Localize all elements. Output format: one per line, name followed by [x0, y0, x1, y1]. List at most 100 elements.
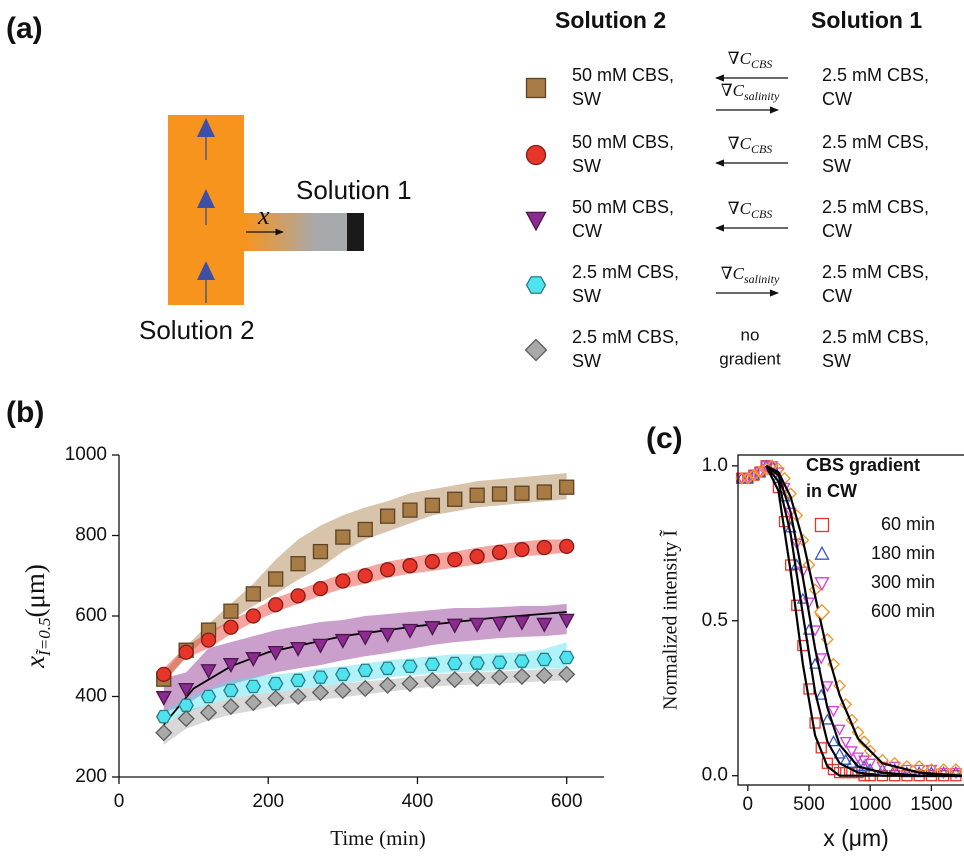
gradient-symbol: ∇CCBS: [728, 49, 773, 71]
channel-end: [347, 213, 364, 251]
legend-marker: [814, 545, 830, 560]
data-point: [827, 763, 840, 776]
data-point: [311, 683, 330, 702]
data-point: [379, 661, 396, 676]
data-point: [491, 655, 508, 670]
solution1-text: 2.5 mM CBS,: [822, 132, 929, 152]
data-point: [536, 484, 552, 500]
data-point: [357, 630, 374, 646]
legend-marker: [814, 517, 830, 533]
panel-label: (c): [646, 422, 683, 455]
y-tick-label: 0.5: [702, 610, 728, 631]
plot-frame: [737, 454, 964, 786]
gradient-symbol-main: ∇C: [728, 134, 752, 153]
data-point: [267, 676, 284, 691]
solution1-text: 2.5 mM CBS,: [822, 197, 929, 217]
data-point: [401, 675, 419, 693]
data-point: [177, 710, 195, 728]
data-point: [513, 615, 531, 631]
data-point: [268, 571, 284, 587]
flow-arrows: [197, 118, 215, 280]
data-point: [402, 659, 418, 674]
data-point: [796, 566, 809, 578]
data-point: [290, 673, 306, 688]
solution2-text: 50 mM CBS,: [572, 65, 674, 85]
data-point: [468, 669, 486, 688]
data-point: [379, 562, 396, 578]
data-point: [827, 735, 840, 747]
data-point: [156, 666, 172, 683]
data-point: [223, 683, 239, 698]
x-symbol: x: [257, 201, 270, 230]
data-point: [424, 621, 441, 636]
solution2-text: CW: [572, 221, 602, 241]
fit-line: [765, 465, 962, 777]
data-point: [809, 717, 821, 729]
data-point: [888, 756, 902, 770]
gradient-subscript: salinity: [744, 272, 780, 286]
data-point: [864, 758, 877, 770]
data-point: [491, 616, 508, 632]
x-axis-title: Time (min): [330, 826, 425, 850]
data-point: [753, 465, 767, 479]
data-point: [558, 665, 576, 683]
data-point: [424, 554, 441, 570]
data-point: [833, 747, 846, 759]
data-point: [156, 709, 172, 724]
solution1-text: SW: [822, 351, 851, 371]
data-point: [513, 667, 531, 685]
data-point: [357, 521, 373, 538]
data-point: [245, 652, 262, 667]
solution2-text: 2.5 mM CBS,: [572, 327, 679, 347]
legend-title: in CW: [806, 481, 857, 501]
data-point: [356, 679, 374, 698]
data-point: [245, 608, 261, 624]
legend-marker: [525, 77, 547, 99]
solution1-text: 2.5 mM CBS,: [822, 262, 929, 282]
gradient-symbol-main: ∇C: [728, 49, 752, 68]
solution2-text: 50 mM CBS,: [572, 197, 674, 217]
data-point: [558, 613, 575, 629]
data-point: [558, 650, 575, 665]
data-point: [312, 638, 329, 654]
data-point: [833, 724, 846, 736]
data-point: [559, 479, 575, 495]
x-tick-label: 600: [551, 791, 583, 812]
data-point: [424, 657, 441, 672]
solution2-text: 2.5 mM CBS,: [572, 262, 679, 282]
data-point: [178, 644, 194, 660]
legend-header: Solution 1: [811, 7, 922, 33]
data-point: [536, 617, 553, 633]
data-point: [268, 597, 284, 613]
solution1-text: CW: [822, 286, 852, 306]
data-point: [469, 548, 485, 565]
channel-diagram: x Solution 1 Solution 2: [139, 115, 412, 345]
data-point: [357, 663, 373, 678]
gradient-symbol-main: ∇C: [728, 199, 752, 218]
data-point: [312, 580, 329, 597]
data-point: [379, 627, 396, 643]
data-point: [312, 543, 329, 560]
data-point: [402, 558, 418, 574]
y-title-unit: (μm): [20, 564, 50, 617]
solution2-text: SW: [572, 89, 601, 109]
legend-marker: [813, 603, 831, 621]
data-point: [401, 623, 419, 639]
data-point: [222, 697, 240, 716]
gradient-subscript: CBS: [751, 207, 772, 221]
data-point: [335, 529, 351, 545]
data-point: [423, 671, 442, 690]
data-point: [925, 764, 938, 777]
data-point: [469, 656, 485, 670]
x-axis-title: x (μm): [823, 825, 889, 851]
data-point: [535, 666, 553, 685]
data-point: [267, 645, 284, 661]
confidence-band: [163, 603, 567, 713]
y-axis-title: Normalized intensity Ĩ: [658, 530, 682, 710]
y-axis-title: xĨ=0.5(μm): [20, 564, 54, 669]
fit-line: [765, 464, 963, 777]
data-point: [446, 670, 464, 689]
legend-label: 60 min: [881, 514, 935, 534]
